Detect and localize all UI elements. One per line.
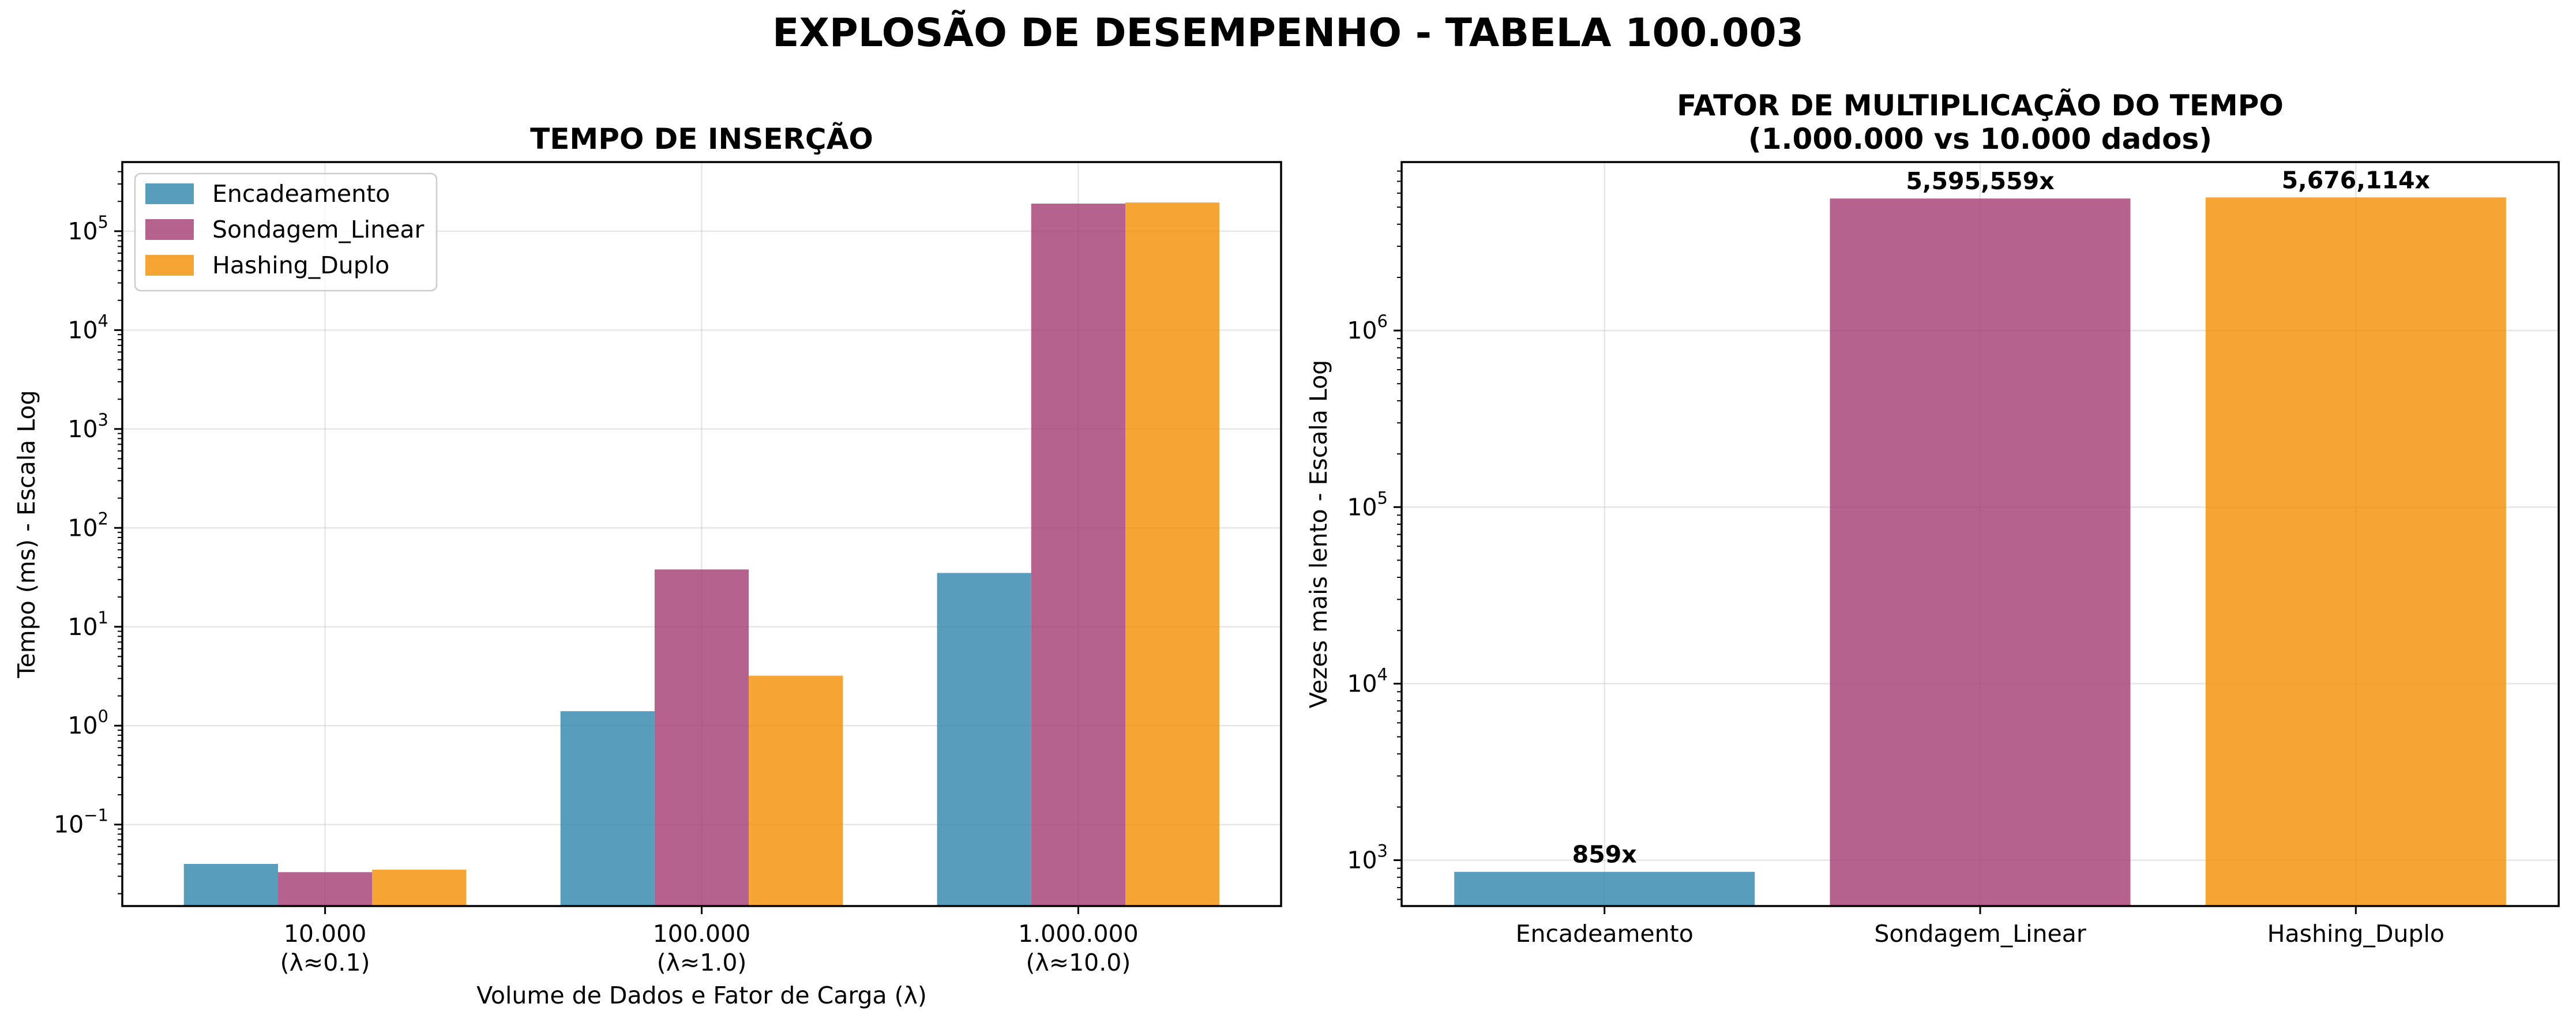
left-y-tick-exponent: −1 — [84, 806, 108, 825]
right-y-tick-base: 10 — [1347, 493, 1377, 521]
left-y-tick-exponent: 3 — [98, 410, 108, 430]
bar-factor-hashing-duplo — [2205, 197, 2506, 907]
left-x-tick-label: 1.000.000 — [1018, 920, 1139, 948]
left-y-tick-label: 105 — [67, 212, 108, 245]
right-x-tick-label: Encadeamento — [1516, 920, 1693, 948]
left-y-tick-base: 10 — [67, 514, 97, 542]
right-y-tick-label: 105 — [1347, 488, 1388, 521]
left-y-tick-label: 10−1 — [54, 806, 108, 839]
right-y-tick-base: 10 — [1347, 670, 1377, 697]
left-x-tick-label: 10.000 — [284, 920, 366, 948]
right-x-ticks: Encadeamento Sondagem_Linear Hashing_Duplo — [1516, 906, 2444, 948]
suptitle: EXPLOSÃO DE DESEMPENHO - TABELA 100.003 — [772, 10, 1804, 56]
right-chart-title-line-2: (1.000.000 vs 10.000 dados) — [1748, 122, 2212, 156]
left-y-tick-exponent: 5 — [98, 212, 108, 232]
right-y-tick-base: 10 — [1347, 317, 1377, 344]
bar-sondagem-linear-0 — [277, 872, 373, 906]
right-y-tick-exponent: 3 — [1377, 841, 1388, 861]
left-x-tick-label: (λ≈10.0) — [1026, 949, 1131, 976]
legend-label-hashing-duplo: Hashing_Duplo — [212, 251, 389, 279]
right-y-tick-label: 103 — [1347, 841, 1388, 874]
legend-swatch-hashing-duplo — [145, 255, 194, 276]
left-y-tick-base: 10 — [67, 613, 97, 641]
left-legend: Encadeamento Sondagem_Linear Hashing_Duplo — [134, 172, 438, 292]
right-y-axis-label: Vezes mais lento - Escala Log — [1305, 360, 1332, 708]
data-label-encadeamento: 859x — [1572, 841, 1637, 869]
left-y-tick-exponent: 2 — [98, 509, 108, 528]
left-y-tick-label: 102 — [67, 509, 108, 542]
right-y-tick-base: 10 — [1347, 847, 1377, 874]
bar-sondagem-linear-1 — [654, 569, 749, 906]
legend-swatch-encadeamento — [145, 183, 194, 204]
left-y-tick-label: 104 — [67, 311, 108, 344]
left-y-tick-base: 10 — [67, 712, 97, 739]
right-y-tick-label: 104 — [1347, 664, 1388, 697]
data-label-hashing-duplo: 5,676,114x — [2282, 166, 2430, 194]
left-x-tick-label: 100.000 — [653, 920, 751, 948]
bar-sondagem-linear-2 — [1031, 204, 1126, 907]
left-y-tick-base: 10 — [67, 316, 97, 344]
right-x-tick-label: Hashing_Duplo — [2267, 920, 2444, 948]
bar-hashing-duplo-1 — [749, 675, 843, 906]
left-y-tick-exponent: 4 — [98, 311, 108, 330]
bar-encadeamento-2 — [937, 573, 1031, 906]
legend-box — [134, 172, 438, 292]
left-x-axis-label: Volume de Dados e Fator de Carga (λ) — [476, 982, 927, 1009]
right-bars: 859x 5,595,559x 5,676,114x — [1454, 166, 2506, 907]
left-y-tick-exponent: 0 — [98, 706, 108, 726]
left-chart-title: TEMPO DE INSERÇÃO — [530, 122, 873, 156]
right-chart-title-line-1: FATOR DE MULTIPLICAÇÃO DO TEMPO — [1677, 88, 2284, 122]
left-x-tick-label: (λ≈1.0) — [657, 949, 747, 976]
legend-swatch-sondagem-linear — [145, 219, 194, 240]
left-y-tick-label: 101 — [67, 608, 108, 641]
bar-factor-sondagem-linear — [1830, 198, 2131, 906]
right-y-tick-exponent: 5 — [1377, 488, 1388, 508]
left-y-axis-label: Tempo (ms) - Escala Log — [13, 390, 40, 678]
data-label-sondagem-linear: 5,595,559x — [1906, 167, 2054, 195]
right-y-tick-exponent: 6 — [1377, 311, 1388, 331]
bar-hashing-duplo-0 — [372, 869, 467, 906]
left-y-tick-base: 10 — [67, 217, 97, 245]
left-x-tick-label: (λ≈0.1) — [280, 949, 370, 976]
bar-encadeamento-1 — [560, 711, 655, 906]
bar-hashing-duplo-2 — [1125, 202, 1220, 906]
left-bars — [183, 202, 1220, 907]
left-y-tick-exponent: 1 — [98, 608, 108, 627]
right-y-tick-exponent: 4 — [1377, 664, 1388, 684]
bar-encadeamento-0 — [183, 863, 278, 906]
legend-label-encadeamento: Encadeamento — [212, 180, 390, 208]
left-y-tick-label: 103 — [67, 410, 108, 443]
legend-label-sondagem-linear: Sondagem_Linear — [212, 216, 425, 243]
left-x-ticks: 10.000(λ≈0.1) 100.000(λ≈1.0) 1.000.000(λ≈1… — [280, 906, 1139, 976]
left-y-tick-base: 10 — [54, 811, 84, 839]
left-y-tick-label: 100 — [67, 706, 108, 739]
bar-factor-encadeamento — [1454, 871, 1755, 906]
right-x-tick-label: Sondagem_Linear — [1874, 920, 2086, 948]
left-y-tick-base: 10 — [67, 415, 97, 443]
right-y-tick-label: 106 — [1347, 311, 1388, 344]
